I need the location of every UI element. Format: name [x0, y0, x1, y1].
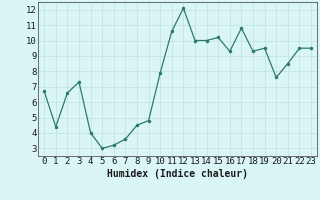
X-axis label: Humidex (Indice chaleur): Humidex (Indice chaleur): [107, 169, 248, 179]
